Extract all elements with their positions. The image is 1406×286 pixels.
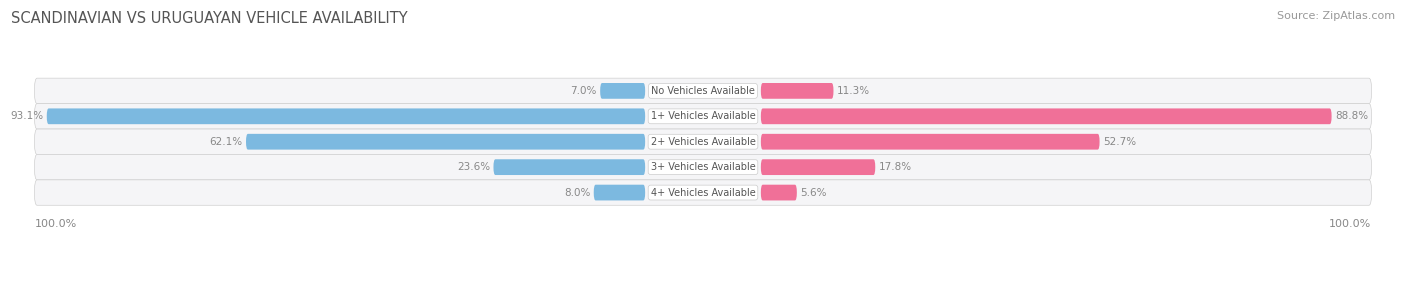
FancyBboxPatch shape	[761, 159, 876, 175]
Text: 4+ Vehicles Available: 4+ Vehicles Available	[651, 188, 755, 198]
Text: 100.0%: 100.0%	[1329, 219, 1371, 229]
Legend: Scandinavian, Uruguayan: Scandinavian, Uruguayan	[586, 282, 820, 286]
Text: 62.1%: 62.1%	[209, 137, 243, 147]
Text: 88.8%: 88.8%	[1334, 111, 1368, 121]
FancyBboxPatch shape	[761, 108, 1331, 124]
FancyBboxPatch shape	[761, 134, 1099, 150]
FancyBboxPatch shape	[35, 78, 1371, 104]
Text: 100.0%: 100.0%	[35, 219, 77, 229]
FancyBboxPatch shape	[46, 108, 645, 124]
FancyBboxPatch shape	[35, 104, 1371, 129]
Text: SCANDINAVIAN VS URUGUAYAN VEHICLE AVAILABILITY: SCANDINAVIAN VS URUGUAYAN VEHICLE AVAILA…	[11, 11, 408, 26]
Text: 3+ Vehicles Available: 3+ Vehicles Available	[651, 162, 755, 172]
Text: 1+ Vehicles Available: 1+ Vehicles Available	[651, 111, 755, 121]
FancyBboxPatch shape	[600, 83, 645, 99]
FancyBboxPatch shape	[35, 154, 1371, 180]
Text: 8.0%: 8.0%	[564, 188, 591, 198]
Text: Source: ZipAtlas.com: Source: ZipAtlas.com	[1277, 11, 1395, 21]
Text: 52.7%: 52.7%	[1102, 137, 1136, 147]
Text: 7.0%: 7.0%	[571, 86, 598, 96]
FancyBboxPatch shape	[35, 129, 1371, 154]
FancyBboxPatch shape	[35, 180, 1371, 205]
FancyBboxPatch shape	[761, 83, 834, 99]
FancyBboxPatch shape	[494, 159, 645, 175]
FancyBboxPatch shape	[593, 185, 645, 200]
FancyBboxPatch shape	[246, 134, 645, 150]
Text: 11.3%: 11.3%	[837, 86, 870, 96]
FancyBboxPatch shape	[761, 185, 797, 200]
Text: 2+ Vehicles Available: 2+ Vehicles Available	[651, 137, 755, 147]
Text: 23.6%: 23.6%	[457, 162, 491, 172]
Text: 93.1%: 93.1%	[10, 111, 44, 121]
Text: 17.8%: 17.8%	[879, 162, 911, 172]
Text: No Vehicles Available: No Vehicles Available	[651, 86, 755, 96]
Text: 5.6%: 5.6%	[800, 188, 827, 198]
